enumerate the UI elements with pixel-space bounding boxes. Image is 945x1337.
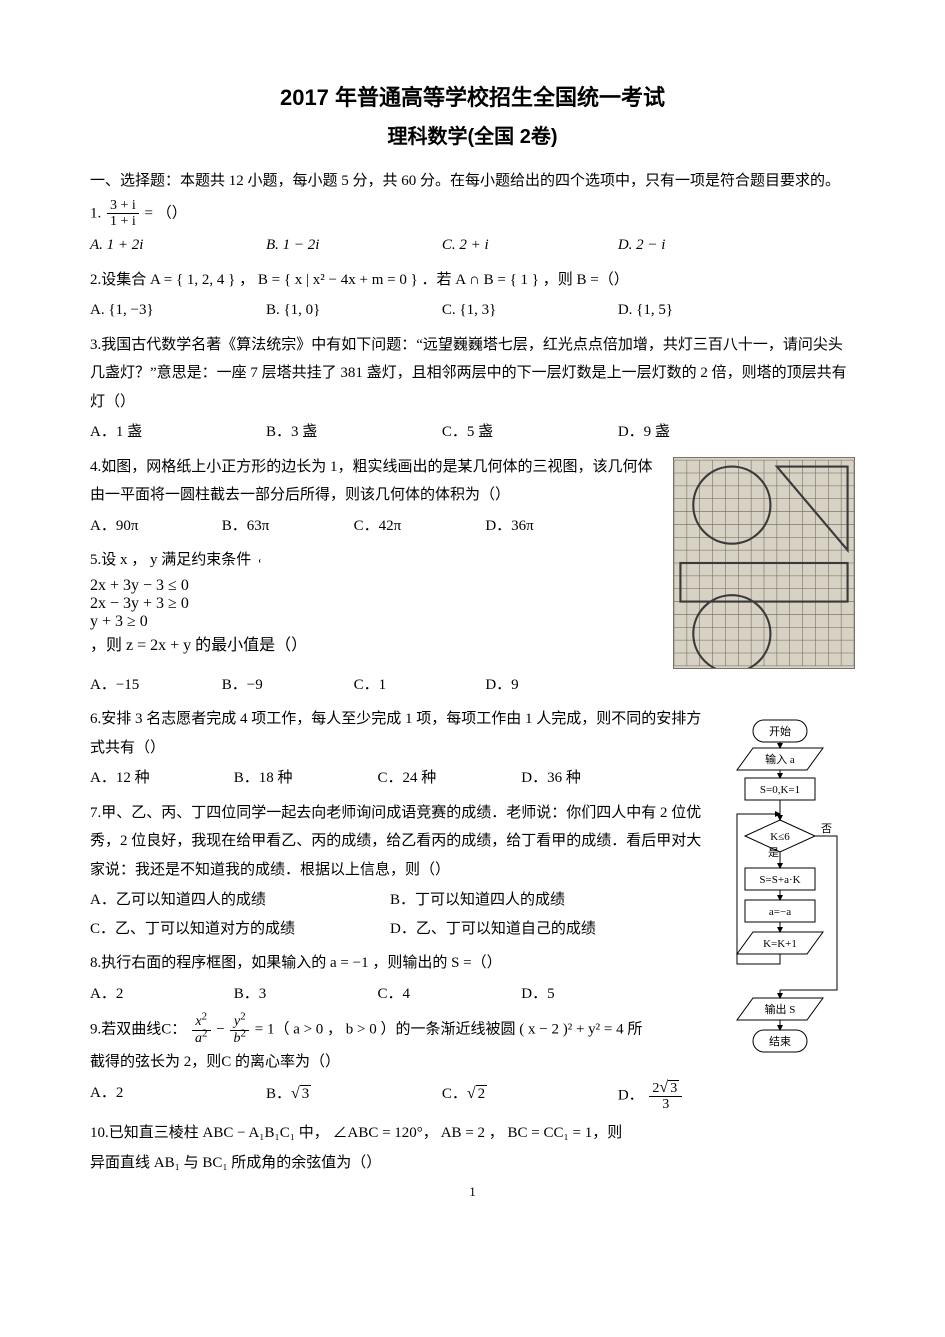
q3-opt-c: C．5 盏	[442, 418, 618, 447]
svg-text:是: 是	[768, 846, 779, 859]
q10-stem-line2: 异面直线 AB₁ 与 BC₁ 所成角的余弦值为（）	[90, 1149, 855, 1178]
q1-frac-den: 1 + i	[107, 214, 139, 229]
q2-opt-b: B. {1, 0}	[266, 296, 442, 325]
three-view-figure	[673, 457, 855, 674]
q3-stem: 3.我国古代数学名著《算法统宗》中有如下问题：“远望巍巍塔七层，红光点点倍加增，…	[90, 331, 855, 417]
q1-opt-a: A. 1 + 2i	[90, 231, 266, 260]
q5-tail: ，则 z = 2x + y 的最小值是（）	[90, 637, 307, 654]
q5-opt-b: B．−9	[222, 671, 354, 700]
q6-options: A．12 种 B．18 种 C．24 种 D．36 种	[90, 764, 715, 793]
q4-opt-a: A．90π	[90, 512, 222, 541]
q1-frac-num: 3 + i	[107, 198, 139, 214]
q6-opt-b: B．18 种	[234, 764, 378, 793]
q7-opt-c: C．乙、丁可以知道对方的成绩	[90, 915, 390, 944]
flowchart-svg: 开始输入 a S=0,K=1 K≤6 S=S+a·K a=−a K=K+1 输出 S 结束 是 否	[725, 709, 855, 1069]
q9-tail1: = 1（ a > 0 ， b > 0 ）的一条渐近线被圆 ( x − 2 )² …	[255, 1022, 643, 1038]
q8-opt-d: D．5	[521, 980, 665, 1009]
q6-opt-a: A．12 种	[90, 764, 234, 793]
q5-opt-d: D．9	[485, 671, 617, 700]
page-number: 1	[0, 1184, 945, 1200]
q1-stem: 1. 3 + i 1 + i = （）	[90, 198, 855, 230]
q3-opt-a: A．1 盏	[90, 418, 266, 447]
section-heading-1: 一、选择题：本题共 12 小题，每小题 5 分，共 60 分。在每小题给出的四个…	[90, 167, 855, 196]
q9-lead: 9.若双曲线C：	[90, 1022, 186, 1038]
q4-opt-c: C．42π	[354, 512, 486, 541]
q7-opt-a: A．乙可以知道四人的成绩	[90, 886, 390, 915]
page-title: 2017 年普通高等学校招生全国统一考试	[90, 80, 855, 112]
q5-lead: 5.设 x ， y 满足约束条件	[90, 552, 251, 568]
page-subtitle: 理科数学(全国 2卷)	[90, 120, 855, 149]
exam-page: 2017 年普通高等学校招生全国统一考试 理科数学(全国 2卷) 一、选择题：本…	[0, 0, 945, 1220]
q5-options: A．−15 B．−9 C．1 D．9	[90, 671, 663, 700]
svg-text:开始: 开始	[769, 724, 791, 738]
q3-opt-b: B．3 盏	[266, 418, 442, 447]
svg-text:否: 否	[821, 823, 832, 835]
q2-opt-d: D. {1, 5}	[618, 296, 794, 325]
q4-options: A．90π B．63π C．42π D．36π	[90, 512, 663, 541]
q2-opt-c: C. {1, 3}	[442, 296, 618, 325]
q1-fraction: 3 + i 1 + i	[107, 198, 139, 230]
q1-opt-d: D. 2 − i	[618, 231, 794, 260]
q4-opt-b: B．63π	[222, 512, 354, 541]
q3-opt-d: D．9 盏	[618, 418, 794, 447]
q8-opt-c: C．4	[378, 980, 522, 1009]
svg-text:结束: 结束	[769, 1035, 791, 1048]
svg-text:a=−a: a=−a	[769, 906, 791, 918]
svg-text:K≤6: K≤6	[770, 831, 790, 843]
flowchart-figure: 开始输入 a S=0,K=1 K≤6 S=S+a·K a=−a K=K+1 输出 S 结束 是 否	[725, 709, 855, 1074]
q2-stem: 2.设集合 A = { 1, 2, 4 } ， B = { x | x² − 4…	[90, 266, 855, 295]
q10-stem-line1: 10.已知直三棱柱 ABC − A₁B₁C₁ 中， ∠ABC = 120°， A…	[90, 1119, 855, 1148]
q5-opt-c: C．1	[354, 671, 486, 700]
svg-text:输出 S: 输出 S	[765, 1002, 796, 1016]
q9-opt-a: A．2	[90, 1079, 266, 1113]
svg-text:S=0,K=1: S=0,K=1	[760, 784, 800, 796]
svg-text:输入 a: 输入 a	[765, 752, 795, 766]
q8-opt-b: B．3	[234, 980, 378, 1009]
q1-tail: = （）	[145, 205, 187, 221]
q1-options: A. 1 + 2i B. 1 − 2i C. 2 + i D. 2 − i	[90, 231, 855, 260]
q2-options: A. {1, −3} B. {1, 0} C. {1, 3} D. {1, 5}	[90, 296, 855, 325]
q9-opt-c: C．√2	[442, 1079, 618, 1113]
q3-options: A．1 盏 B．3 盏 C．5 盏 D．9 盏	[90, 418, 855, 447]
q1-opt-b: B. 1 − 2i	[266, 231, 442, 260]
q7-opt-d: D．乙、丁可以知道自己的成绩	[390, 915, 690, 944]
q8-opt-a: A．2	[90, 980, 234, 1009]
q9-frac-y: y2 b2	[230, 1014, 249, 1046]
q2-opt-a: A. {1, −3}	[90, 296, 266, 325]
q9-opt-b: B．√3	[266, 1079, 442, 1113]
three-view-svg	[673, 457, 855, 669]
q6-opt-c: C．24 种	[378, 764, 522, 793]
q7-options: A．乙可以知道四人的成绩 B．丁可以知道四人的成绩 C．乙、丁可以知道对方的成绩…	[90, 886, 715, 943]
q9-options: A．2 B．√3 C．√2 D． 2√3 3	[90, 1079, 855, 1113]
q4-opt-d: D．36π	[485, 512, 617, 541]
q5-brace	[259, 559, 270, 563]
q9-opt-d: D． 2√3 3	[618, 1079, 794, 1113]
q9-frac-x: x2 a2	[192, 1014, 211, 1046]
q7-opt-b: B．丁可以知道四人的成绩	[390, 886, 690, 915]
q8-options: A．2 B．3 C．4 D．5	[90, 980, 715, 1009]
svg-text:S=S+a·K: S=S+a·K	[759, 874, 800, 886]
svg-text:K=K+1: K=K+1	[763, 938, 797, 950]
q1-opt-c: C. 2 + i	[442, 231, 618, 260]
q6-opt-d: D．36 种	[521, 764, 665, 793]
q5-opt-a: A．−15	[90, 671, 222, 700]
